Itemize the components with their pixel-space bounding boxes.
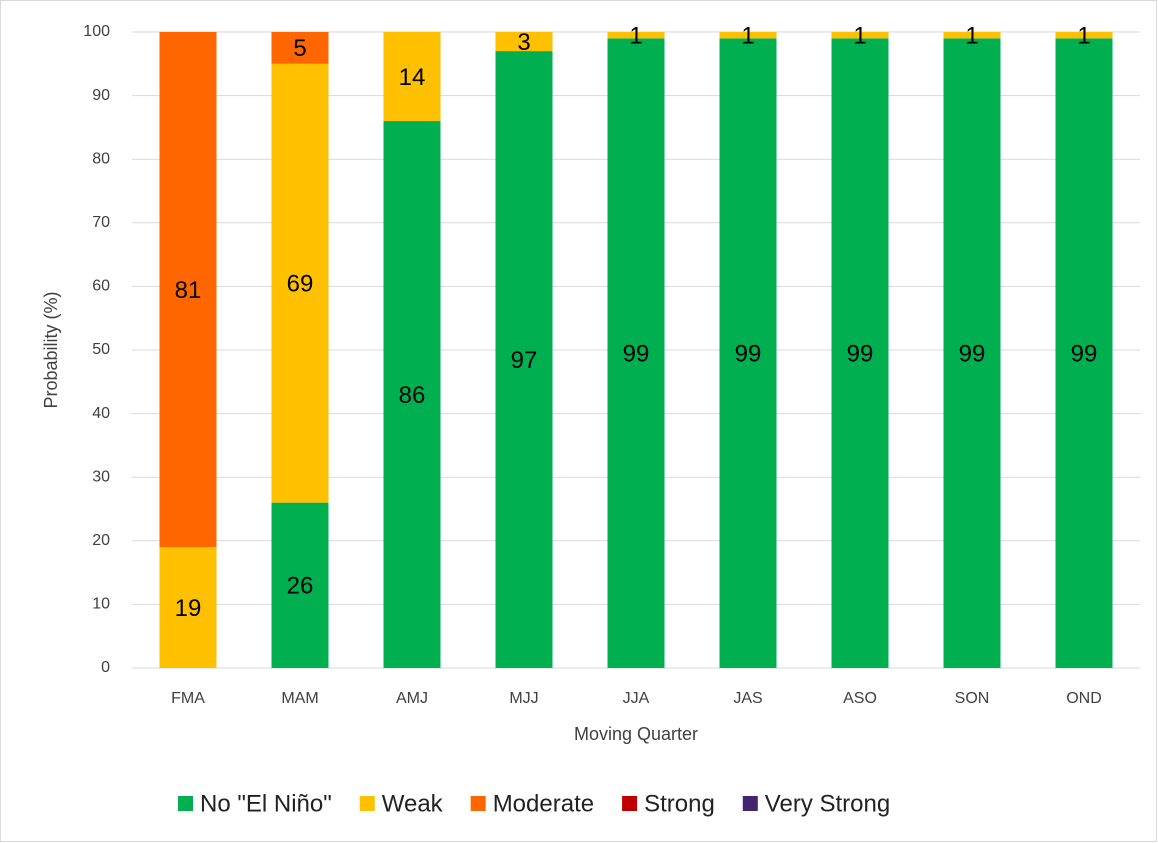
legend-swatch	[178, 796, 193, 811]
x-tick-label: FMA	[171, 690, 205, 707]
data-label: 19	[175, 595, 202, 622]
bar-segment	[607, 38, 665, 669]
legend-label: Very Strong	[765, 790, 890, 817]
y-tick-label: 0	[101, 659, 110, 676]
y-tick-label: 70	[92, 214, 110, 231]
bar-segment	[495, 51, 553, 668]
y-axis-title: Probability (%)	[41, 291, 61, 408]
bar-segment	[271, 502, 329, 668]
bar-segment	[495, 32, 553, 52]
legend-swatch	[742, 796, 758, 811]
x-axis-title: Moving Quarter	[574, 724, 698, 744]
data-label: 81	[175, 277, 202, 304]
y-tick-label: 50	[92, 341, 110, 358]
legend-label: Weak	[382, 790, 444, 817]
data-label: 1	[629, 23, 642, 50]
bar-segment	[383, 121, 441, 669]
data-label: 99	[847, 341, 874, 368]
data-label: 1	[741, 23, 754, 50]
data-label: 3	[517, 29, 530, 56]
legend-swatch	[359, 796, 375, 811]
y-tick-label: 40	[92, 405, 110, 422]
y-tick-label: 20	[92, 532, 110, 549]
data-label: 69	[287, 271, 314, 298]
x-tick-label: MAM	[281, 690, 318, 707]
y-tick-label: 90	[92, 87, 110, 104]
legend-label: No "El Niño"	[200, 790, 332, 817]
x-tick-label: JAS	[733, 690, 762, 707]
bar-segment	[383, 32, 441, 122]
legend-label: Strong	[644, 790, 715, 817]
data-label: 97	[511, 347, 538, 374]
legend-label: Moderate	[493, 790, 594, 817]
y-tick-label: 100	[83, 23, 110, 40]
x-tick-label: ASO	[843, 690, 877, 707]
x-tick-label: MJJ	[509, 690, 538, 707]
data-label: 1	[853, 23, 866, 50]
legend-swatch	[622, 796, 638, 811]
x-tick-label: OND	[1066, 690, 1102, 707]
data-label: 86	[399, 382, 426, 409]
bar-segment	[1055, 32, 1113, 39]
x-tick-label: JJA	[623, 690, 650, 707]
bar-segment	[271, 32, 329, 64]
bar-segment	[719, 32, 777, 39]
y-tick-label: 80	[92, 150, 110, 167]
bar-segment	[719, 38, 777, 669]
bar-segment	[831, 32, 889, 39]
bar-segment	[1055, 38, 1113, 669]
bar-segment	[943, 38, 1001, 669]
y-tick-label: 60	[92, 278, 110, 295]
legend-swatch	[470, 796, 486, 811]
bar-segment	[159, 547, 217, 668]
data-label: 99	[623, 341, 650, 368]
data-label: 1	[1077, 23, 1090, 50]
data-label: 26	[287, 573, 314, 600]
y-tick-label: 10	[92, 596, 110, 613]
data-label: 5	[293, 35, 306, 62]
bar-segment	[831, 38, 889, 669]
bar-segment	[943, 32, 1001, 39]
x-tick-label: SON	[955, 690, 990, 707]
bar-segment	[607, 32, 665, 39]
data-label: 14	[399, 64, 426, 91]
data-label: 99	[735, 341, 762, 368]
bar-segment	[271, 63, 329, 503]
data-label: 1	[965, 23, 978, 50]
data-label: 99	[959, 341, 986, 368]
bar-segment	[159, 32, 217, 548]
y-tick-label: 30	[92, 468, 110, 485]
x-tick-label: AMJ	[396, 690, 428, 707]
data-label: 99	[1071, 341, 1098, 368]
